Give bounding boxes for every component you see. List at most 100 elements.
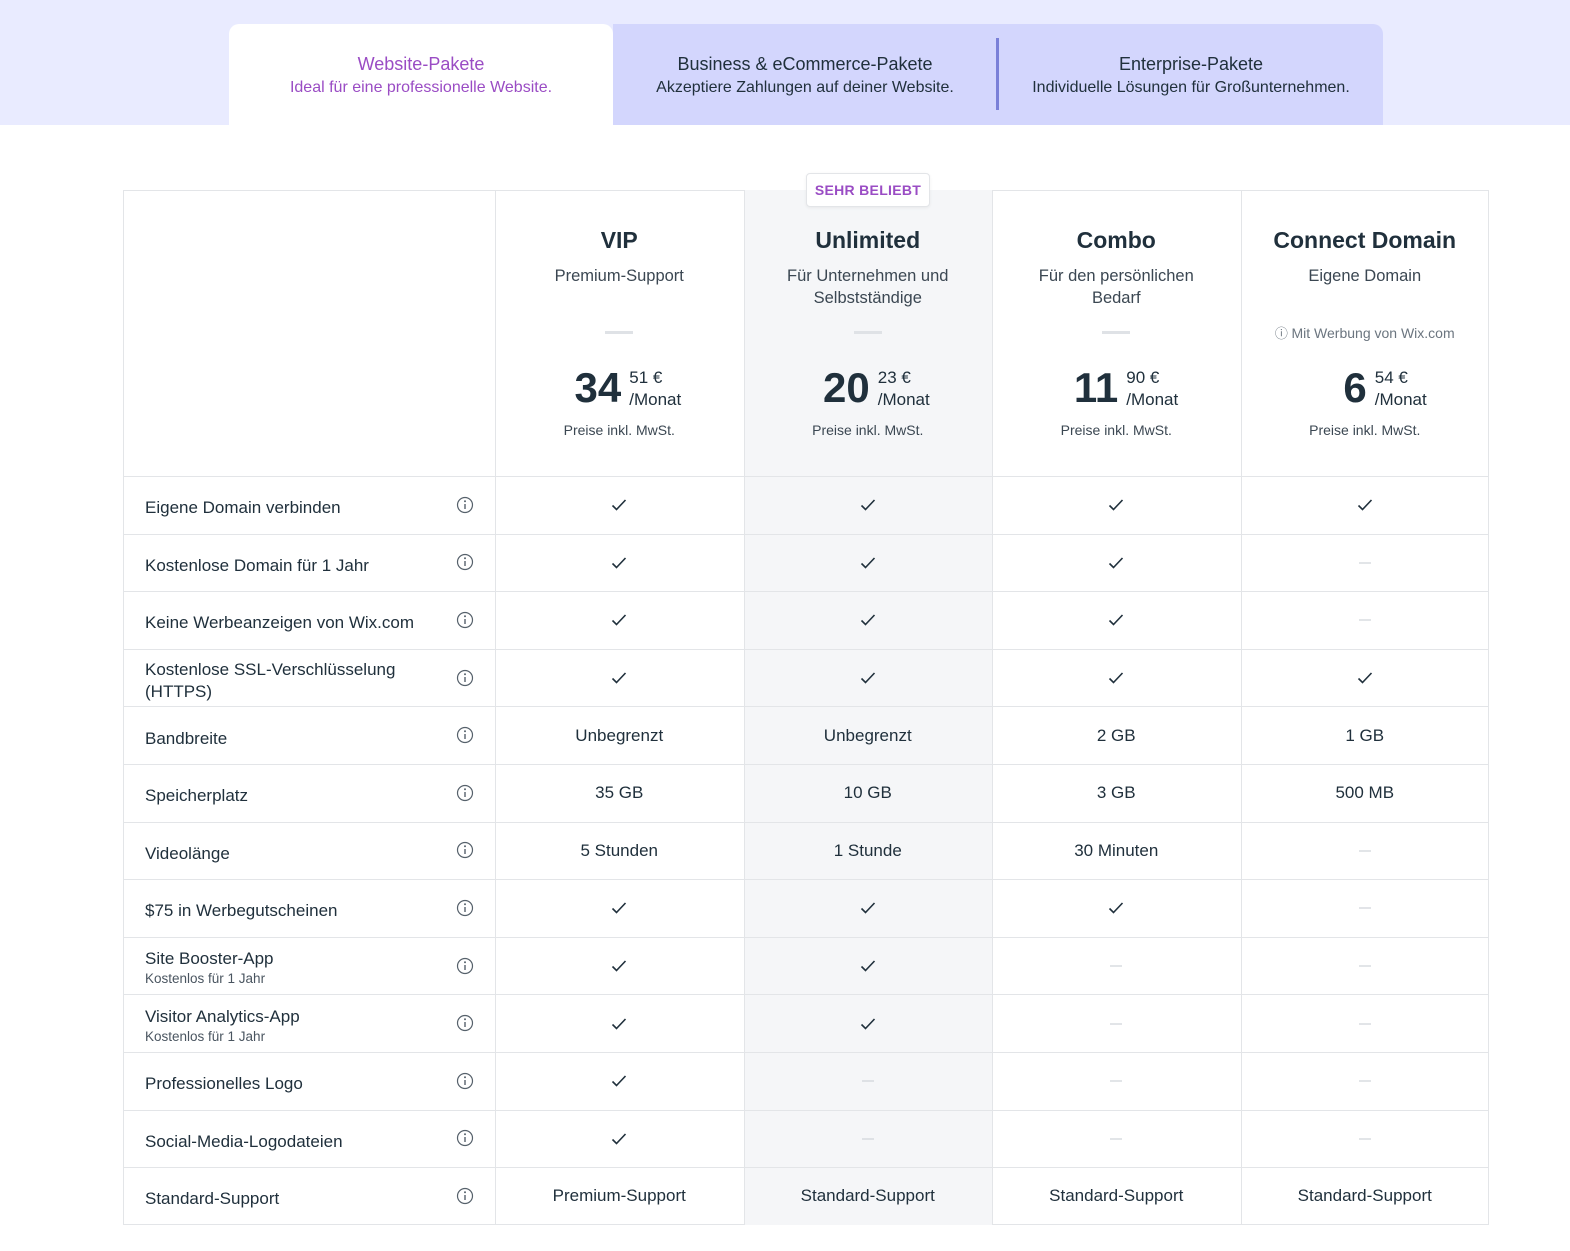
info-button[interactable] bbox=[456, 1129, 474, 1147]
info-button[interactable] bbox=[456, 841, 474, 859]
info-icon[interactable] bbox=[456, 1129, 474, 1147]
info-icon[interactable] bbox=[456, 496, 474, 514]
feature-value: 3 GB bbox=[1096, 783, 1136, 803]
feature-value-cell bbox=[1241, 650, 1490, 707]
feature-value: 2 GB bbox=[1096, 725, 1136, 745]
check-icon bbox=[1109, 614, 1124, 627]
info-icon[interactable] bbox=[456, 957, 474, 975]
info-button[interactable] bbox=[456, 496, 474, 514]
feature-value-cell bbox=[495, 938, 744, 995]
badge: SEHR BELIEBT bbox=[806, 173, 930, 207]
feature-value: Standard-Support bbox=[800, 1186, 935, 1206]
feature-value: 30 Minuten bbox=[1074, 840, 1159, 860]
feature-value-cell bbox=[495, 592, 744, 649]
feature-value: 1 GB bbox=[1345, 725, 1385, 745]
feature-label-cell: Professionelles Logo bbox=[145, 1053, 415, 1110]
price-period: /Monat bbox=[877, 390, 930, 409]
feature-value-cell bbox=[495, 535, 744, 592]
dash-icon bbox=[861, 1080, 874, 1082]
feature-value-cell: 500 MB bbox=[1241, 765, 1490, 822]
feature-sublabel: Kostenlos für 1 Jahr bbox=[145, 971, 266, 987]
feature-value-cell: Premium-Support bbox=[495, 1168, 744, 1225]
row-divider bbox=[123, 1167, 1489, 1169]
info-icon[interactable] bbox=[456, 726, 474, 744]
info-icon[interactable] bbox=[456, 553, 474, 571]
tab[interactable]: Website-Pakete Ideal für eine professione… bbox=[229, 24, 613, 125]
info-icon[interactable] bbox=[456, 841, 474, 859]
check-icon bbox=[1109, 902, 1124, 915]
feature-label-cell: $75 in Werbegutscheinen bbox=[145, 880, 415, 937]
info-icon[interactable] bbox=[456, 784, 474, 802]
feature-value-cell bbox=[992, 1053, 1241, 1110]
row-divider bbox=[123, 706, 1489, 708]
info-button[interactable] bbox=[456, 899, 474, 917]
plan-description: Für den persönlichen Bedarf bbox=[1038, 267, 1194, 307]
info-button[interactable] bbox=[456, 784, 474, 802]
feature-value-cell: Unbegrenzt bbox=[744, 707, 993, 764]
info-icon[interactable] bbox=[456, 669, 474, 687]
feature-label: Videolänge bbox=[145, 843, 230, 863]
info-button[interactable] bbox=[456, 611, 474, 629]
feature-value-cell bbox=[1241, 823, 1490, 880]
feature-value-cell: 35 GB bbox=[495, 765, 744, 822]
feature-value: Unbegrenzt bbox=[575, 725, 664, 745]
feature-label: Speicherplatz bbox=[145, 786, 249, 806]
plan-name: Connect Domain bbox=[1273, 227, 1457, 253]
check-icon bbox=[860, 672, 875, 684]
dash-icon bbox=[1110, 1138, 1123, 1140]
info-icon[interactable] bbox=[456, 1072, 474, 1090]
info-icon: ⓘ bbox=[1274, 326, 1292, 341]
row-divider bbox=[123, 994, 1489, 996]
check-icon bbox=[1357, 499, 1372, 511]
info-button[interactable] bbox=[456, 726, 474, 744]
row-divider bbox=[123, 648, 1489, 650]
feature-value-cell bbox=[1241, 535, 1490, 592]
feature-value-cell bbox=[744, 880, 993, 937]
tab[interactable]: Enterprise-Pakete Individuelle Lösungen f… bbox=[999, 24, 1383, 125]
feature-value: 1 Stunde bbox=[833, 840, 902, 860]
feature-value-cell bbox=[1241, 938, 1490, 995]
ad-note: ⓘ Mit Werbung von Wix.com bbox=[1241, 323, 1490, 342]
column-divider bbox=[1240, 190, 1242, 1225]
check-icon bbox=[612, 499, 627, 511]
dash-icon bbox=[1358, 850, 1371, 852]
info-button[interactable] bbox=[456, 1014, 474, 1032]
row-divider bbox=[123, 764, 1489, 765]
info-button[interactable] bbox=[456, 553, 474, 571]
feature-value-cell: Standard-Support bbox=[1241, 1168, 1490, 1225]
info-button[interactable] bbox=[456, 957, 474, 975]
info-button[interactable] bbox=[456, 669, 474, 687]
price-main: 6 bbox=[1343, 364, 1367, 411]
dash-icon bbox=[1358, 562, 1371, 564]
feature-value-cell bbox=[1241, 880, 1490, 937]
check-icon bbox=[860, 499, 875, 511]
feature-value-cell bbox=[744, 995, 993, 1052]
column-divider bbox=[495, 190, 496, 1225]
info-icon[interactable] bbox=[456, 1014, 474, 1032]
plan-description: Premium-Support bbox=[554, 267, 684, 285]
feature-value-cell bbox=[1241, 1053, 1490, 1110]
check-icon bbox=[860, 614, 875, 627]
check-icon bbox=[612, 1075, 627, 1087]
info-button[interactable] bbox=[456, 1187, 474, 1205]
dash-icon bbox=[1110, 1080, 1123, 1082]
price-period: /Monat bbox=[1126, 390, 1179, 409]
feature-value-cell bbox=[992, 592, 1241, 649]
feature-label: Kostenlose Domain für 1 Jahr bbox=[145, 555, 369, 575]
feature-value-cell bbox=[1241, 1111, 1490, 1168]
tab-title: Enterprise-Pakete bbox=[1118, 53, 1264, 74]
price-cents: 90 € bbox=[1126, 368, 1160, 387]
info-icon[interactable] bbox=[456, 899, 474, 917]
feature-value: Standard-Support bbox=[1297, 1186, 1432, 1206]
feature-value-cell: 1 Stunde bbox=[744, 823, 993, 880]
info-icon[interactable] bbox=[456, 611, 474, 629]
check-icon bbox=[860, 1018, 875, 1030]
check-icon bbox=[612, 902, 627, 915]
info-button[interactable] bbox=[456, 1072, 474, 1090]
info-icon[interactable] bbox=[456, 1187, 474, 1205]
row-divider bbox=[123, 936, 1489, 938]
tab[interactable]: Business & eCommerce-Pakete Akzeptiere Za… bbox=[613, 24, 997, 125]
plan-name: Combo bbox=[1076, 227, 1156, 253]
feature-value-cell: 30 Minuten bbox=[992, 823, 1241, 880]
feature-value-cell: 1 GB bbox=[1241, 707, 1490, 764]
